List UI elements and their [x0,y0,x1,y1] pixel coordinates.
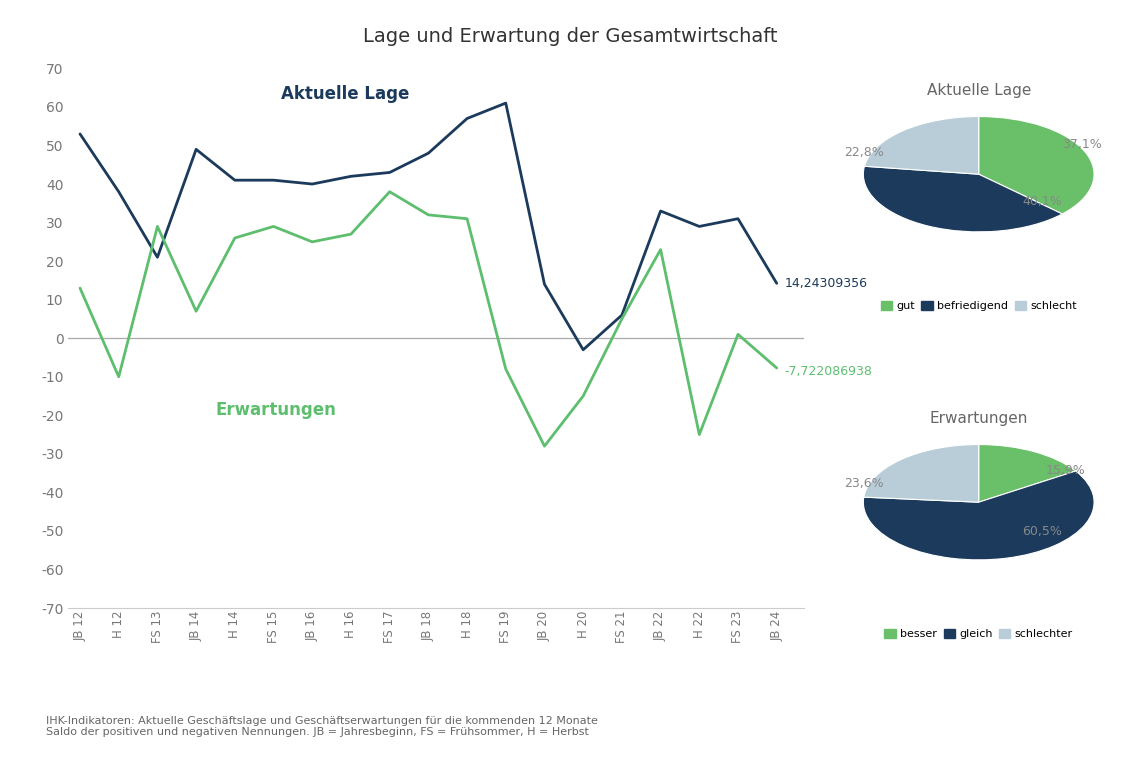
Text: 15,9%: 15,9% [1045,464,1085,477]
Title: Aktuelle Lage: Aktuelle Lage [927,83,1031,98]
Wedge shape [864,445,979,502]
Legend: gut, befriedigend, schlecht: gut, befriedigend, schlecht [877,296,1081,315]
Text: 60,5%: 60,5% [1023,524,1062,537]
Legend: besser, gleich, schlechter: besser, gleich, schlechter [880,625,1077,644]
Wedge shape [863,471,1094,560]
Wedge shape [863,166,1062,232]
Text: 23,6%: 23,6% [845,477,885,490]
Text: 14,24309356: 14,24309356 [784,277,868,290]
Text: Lage und Erwartung der Gesamtwirtschaft: Lage und Erwartung der Gesamtwirtschaft [363,27,777,46]
Text: 22,8%: 22,8% [845,146,885,159]
Title: Erwartungen: Erwartungen [929,411,1028,426]
Wedge shape [864,116,979,174]
Text: Aktuelle Lage: Aktuelle Lage [282,85,409,103]
Text: -7,722086938: -7,722086938 [784,366,872,378]
Text: 40,1%: 40,1% [1023,195,1062,208]
Text: 37,1%: 37,1% [1061,138,1101,150]
Wedge shape [979,445,1076,502]
Text: IHK-Indikatoren: Aktuelle Geschäftslage und Geschäftserwartungen für die kommend: IHK-Indikatoren: Aktuelle Geschäftslage … [46,716,597,737]
Text: Erwartungen: Erwartungen [215,401,336,420]
Wedge shape [979,116,1094,214]
